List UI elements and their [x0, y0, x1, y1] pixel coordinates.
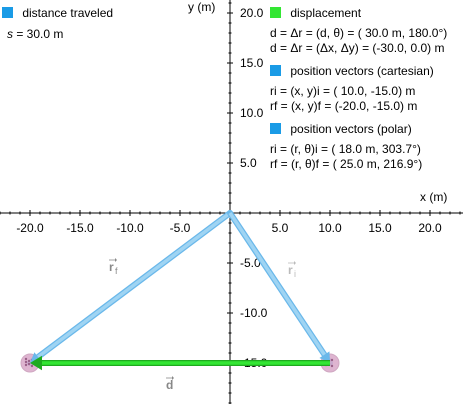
distance-swatch: [2, 7, 13, 18]
rf-cartesian-value: (-20.0, -15.0) m: [334, 99, 418, 113]
d-vector-label-text: d: [166, 378, 173, 392]
polar-title: position vectors (polar): [290, 122, 412, 136]
displacement-title: displacement: [290, 6, 362, 20]
distance-value: = 30.0 m: [16, 27, 64, 41]
displacement-polar-label: d = Δr = (d, θ) =: [270, 26, 355, 40]
final-position-ball-speckle: [27, 359, 31, 363]
x-tick-label: 5.0: [272, 221, 289, 235]
rf-polar-value: ( 25.0 m, 216.9°): [332, 157, 423, 171]
final-position-ball-speckle: [24, 357, 28, 361]
ri-polar-label: ri = (r, θ)i =: [270, 142, 329, 156]
x-axis-label: x (m): [420, 190, 447, 204]
y-tick-label: 5.0: [240, 156, 257, 170]
ri-cartesian-value: ( 10.0, -15.0) m: [333, 84, 416, 98]
x-tick-label: -20.0: [16, 221, 44, 235]
ri-vector: [228, 212, 332, 364]
rf-vector-label-subscript: f: [115, 266, 118, 276]
y-tick-label: 20.0: [240, 6, 264, 20]
ri-cartesian-label: ri = (x, y)i =: [270, 84, 331, 98]
final-position-ball-speckle: [30, 364, 34, 368]
final-position-ball-speckle: [24, 360, 28, 364]
displacement-cartesian-label: d = Δr = (Δx, Δy) =: [270, 41, 370, 55]
y-axis-label: y (m): [188, 0, 215, 14]
final-position-ball-speckle: [27, 362, 31, 366]
displacement-polar-value: ( 30.0 m, 180.0°): [357, 26, 448, 40]
distance-legend: distance traveled s = 30.0 m: [2, 6, 113, 42]
x-tick-label: -5.0: [170, 221, 191, 235]
final-position-ball-speckle: [24, 363, 28, 367]
y-tick-label: 10.0: [240, 106, 264, 120]
displacement-swatch: [270, 7, 281, 18]
rf-vector-label-text: r: [109, 260, 114, 274]
displacement-cartesian-value: (-30.0, 0.0) m: [372, 41, 445, 55]
ri-polar-value: ( 18.0 m, 303.7°): [331, 142, 421, 156]
y-tick-label: -5.0: [240, 256, 261, 270]
distance-symbol: s: [7, 27, 13, 41]
cartesian-swatch: [270, 65, 281, 76]
rf-vector: [28, 211, 232, 365]
x-tick-label: 20.0: [418, 221, 442, 235]
rf-vector-label-overbar-tip: [115, 258, 117, 262]
x-tick-label: 10.0: [318, 221, 342, 235]
displacement-arrowhead: [30, 355, 42, 371]
rf-polar-label: rf = (r, θ)f =: [270, 157, 330, 171]
x-tick-label: -15.0: [66, 221, 94, 235]
rf-cartesian-label: rf = (x, y)f =: [270, 99, 332, 113]
d-vector-label-overbar-tip: [172, 376, 174, 380]
y-tick-label: 15.0: [240, 56, 264, 70]
d-vector-label: d: [166, 376, 174, 392]
ri-vector-label-overbar-tip: [294, 261, 296, 265]
distance-title: distance traveled: [22, 6, 114, 20]
cartesian-title: position vectors (cartesian): [290, 64, 434, 78]
vector-legend: displacement d = Δr = (d, θ) = ( 30.0 m,…: [270, 6, 447, 172]
initial-position-ball-speckle: [330, 358, 334, 362]
polar-swatch: [270, 123, 281, 134]
y-tick-label: -10.0: [240, 306, 268, 320]
initial-position-ball-speckle: [330, 364, 334, 368]
ri-vector-label-subscript: i: [294, 269, 296, 279]
ri-vector-label-text: r: [288, 263, 293, 277]
x-tick-label: 15.0: [368, 221, 392, 235]
x-tick-label: -10.0: [116, 221, 144, 235]
